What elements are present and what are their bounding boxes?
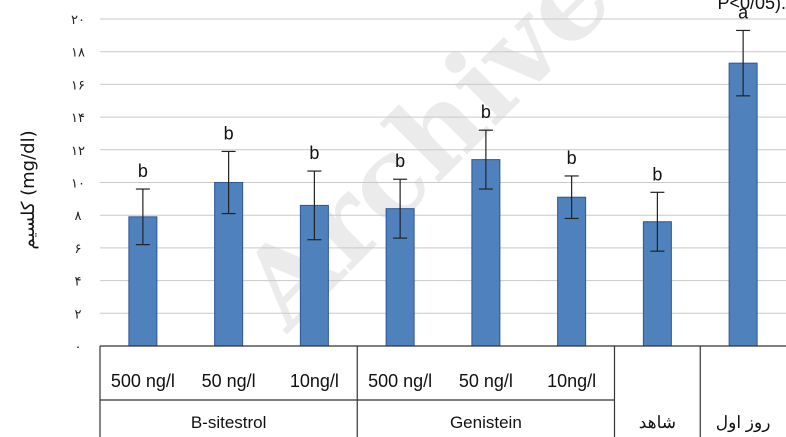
error-bar xyxy=(564,175,579,220)
significance-letters: b b b b b b b a xyxy=(138,2,749,184)
significance-letter: b xyxy=(395,151,405,171)
y-axis: ۰ ۲ ۴ ۶ ۸ ۱۰ ۱۲ ۱۴ ۱۶ ۱۸ ۲۰ xyxy=(71,13,85,355)
significance-letter: b xyxy=(567,148,577,168)
significance-letter: b xyxy=(309,143,319,163)
significance-letter: b xyxy=(652,164,662,184)
y-tick-label: ۱۸ xyxy=(71,46,85,61)
x-category-label: 50 ng/l xyxy=(202,371,256,391)
y-tick-label: ۲۰ xyxy=(71,13,85,28)
error-bars xyxy=(135,29,751,252)
error-bar xyxy=(478,129,493,190)
x-group-label: روز اول xyxy=(716,413,771,433)
significance-letter: b xyxy=(481,102,491,122)
x-group-label: Genistein xyxy=(450,413,522,432)
significance-letter: a xyxy=(738,2,749,22)
x-category-label: 10ng/l xyxy=(547,371,596,391)
significance-letter: b xyxy=(224,123,234,143)
x-group-label: شاهد xyxy=(639,413,676,432)
y-axis-title: کلسیم (mg/dl) xyxy=(18,130,39,249)
y-tick-label: ۱۴ xyxy=(71,111,85,126)
bar xyxy=(728,62,758,347)
x-category-label: 500 ng/l xyxy=(368,371,432,391)
y-tick-label: ۱۰ xyxy=(71,177,85,192)
error-bar xyxy=(650,191,665,252)
x-category-label: 10ng/l xyxy=(290,371,339,391)
y-tick-label: ۰ xyxy=(75,340,82,355)
x-group-label: B-sitestrol xyxy=(191,413,267,432)
significance-letter: b xyxy=(138,161,148,181)
x-category-label: 50 ng/l xyxy=(459,371,513,391)
error-bar xyxy=(135,188,150,246)
y-tick-label: ۸ xyxy=(75,209,82,224)
error-bar xyxy=(221,150,236,215)
category-table: 500 ng/l 50 ng/l 10ng/l 500 ng/l 50 ng/l 10ng… xyxy=(99,345,786,437)
bar xyxy=(471,159,501,347)
error-bar xyxy=(736,29,751,97)
y-tick-label: ۶ xyxy=(75,242,82,257)
y-tick-label: ۲ xyxy=(75,307,82,322)
y-tick-label: ۱۶ xyxy=(71,78,85,93)
error-bar xyxy=(307,170,322,241)
x-category-label: 500 ng/l xyxy=(111,371,175,391)
error-bar xyxy=(393,178,408,239)
y-tick-label: ۱۲ xyxy=(71,144,85,159)
bar xyxy=(557,196,587,347)
y-tick-label: ۴ xyxy=(75,275,82,290)
corner-fragment: P<0/05). xyxy=(717,0,786,13)
bar xyxy=(128,216,158,347)
